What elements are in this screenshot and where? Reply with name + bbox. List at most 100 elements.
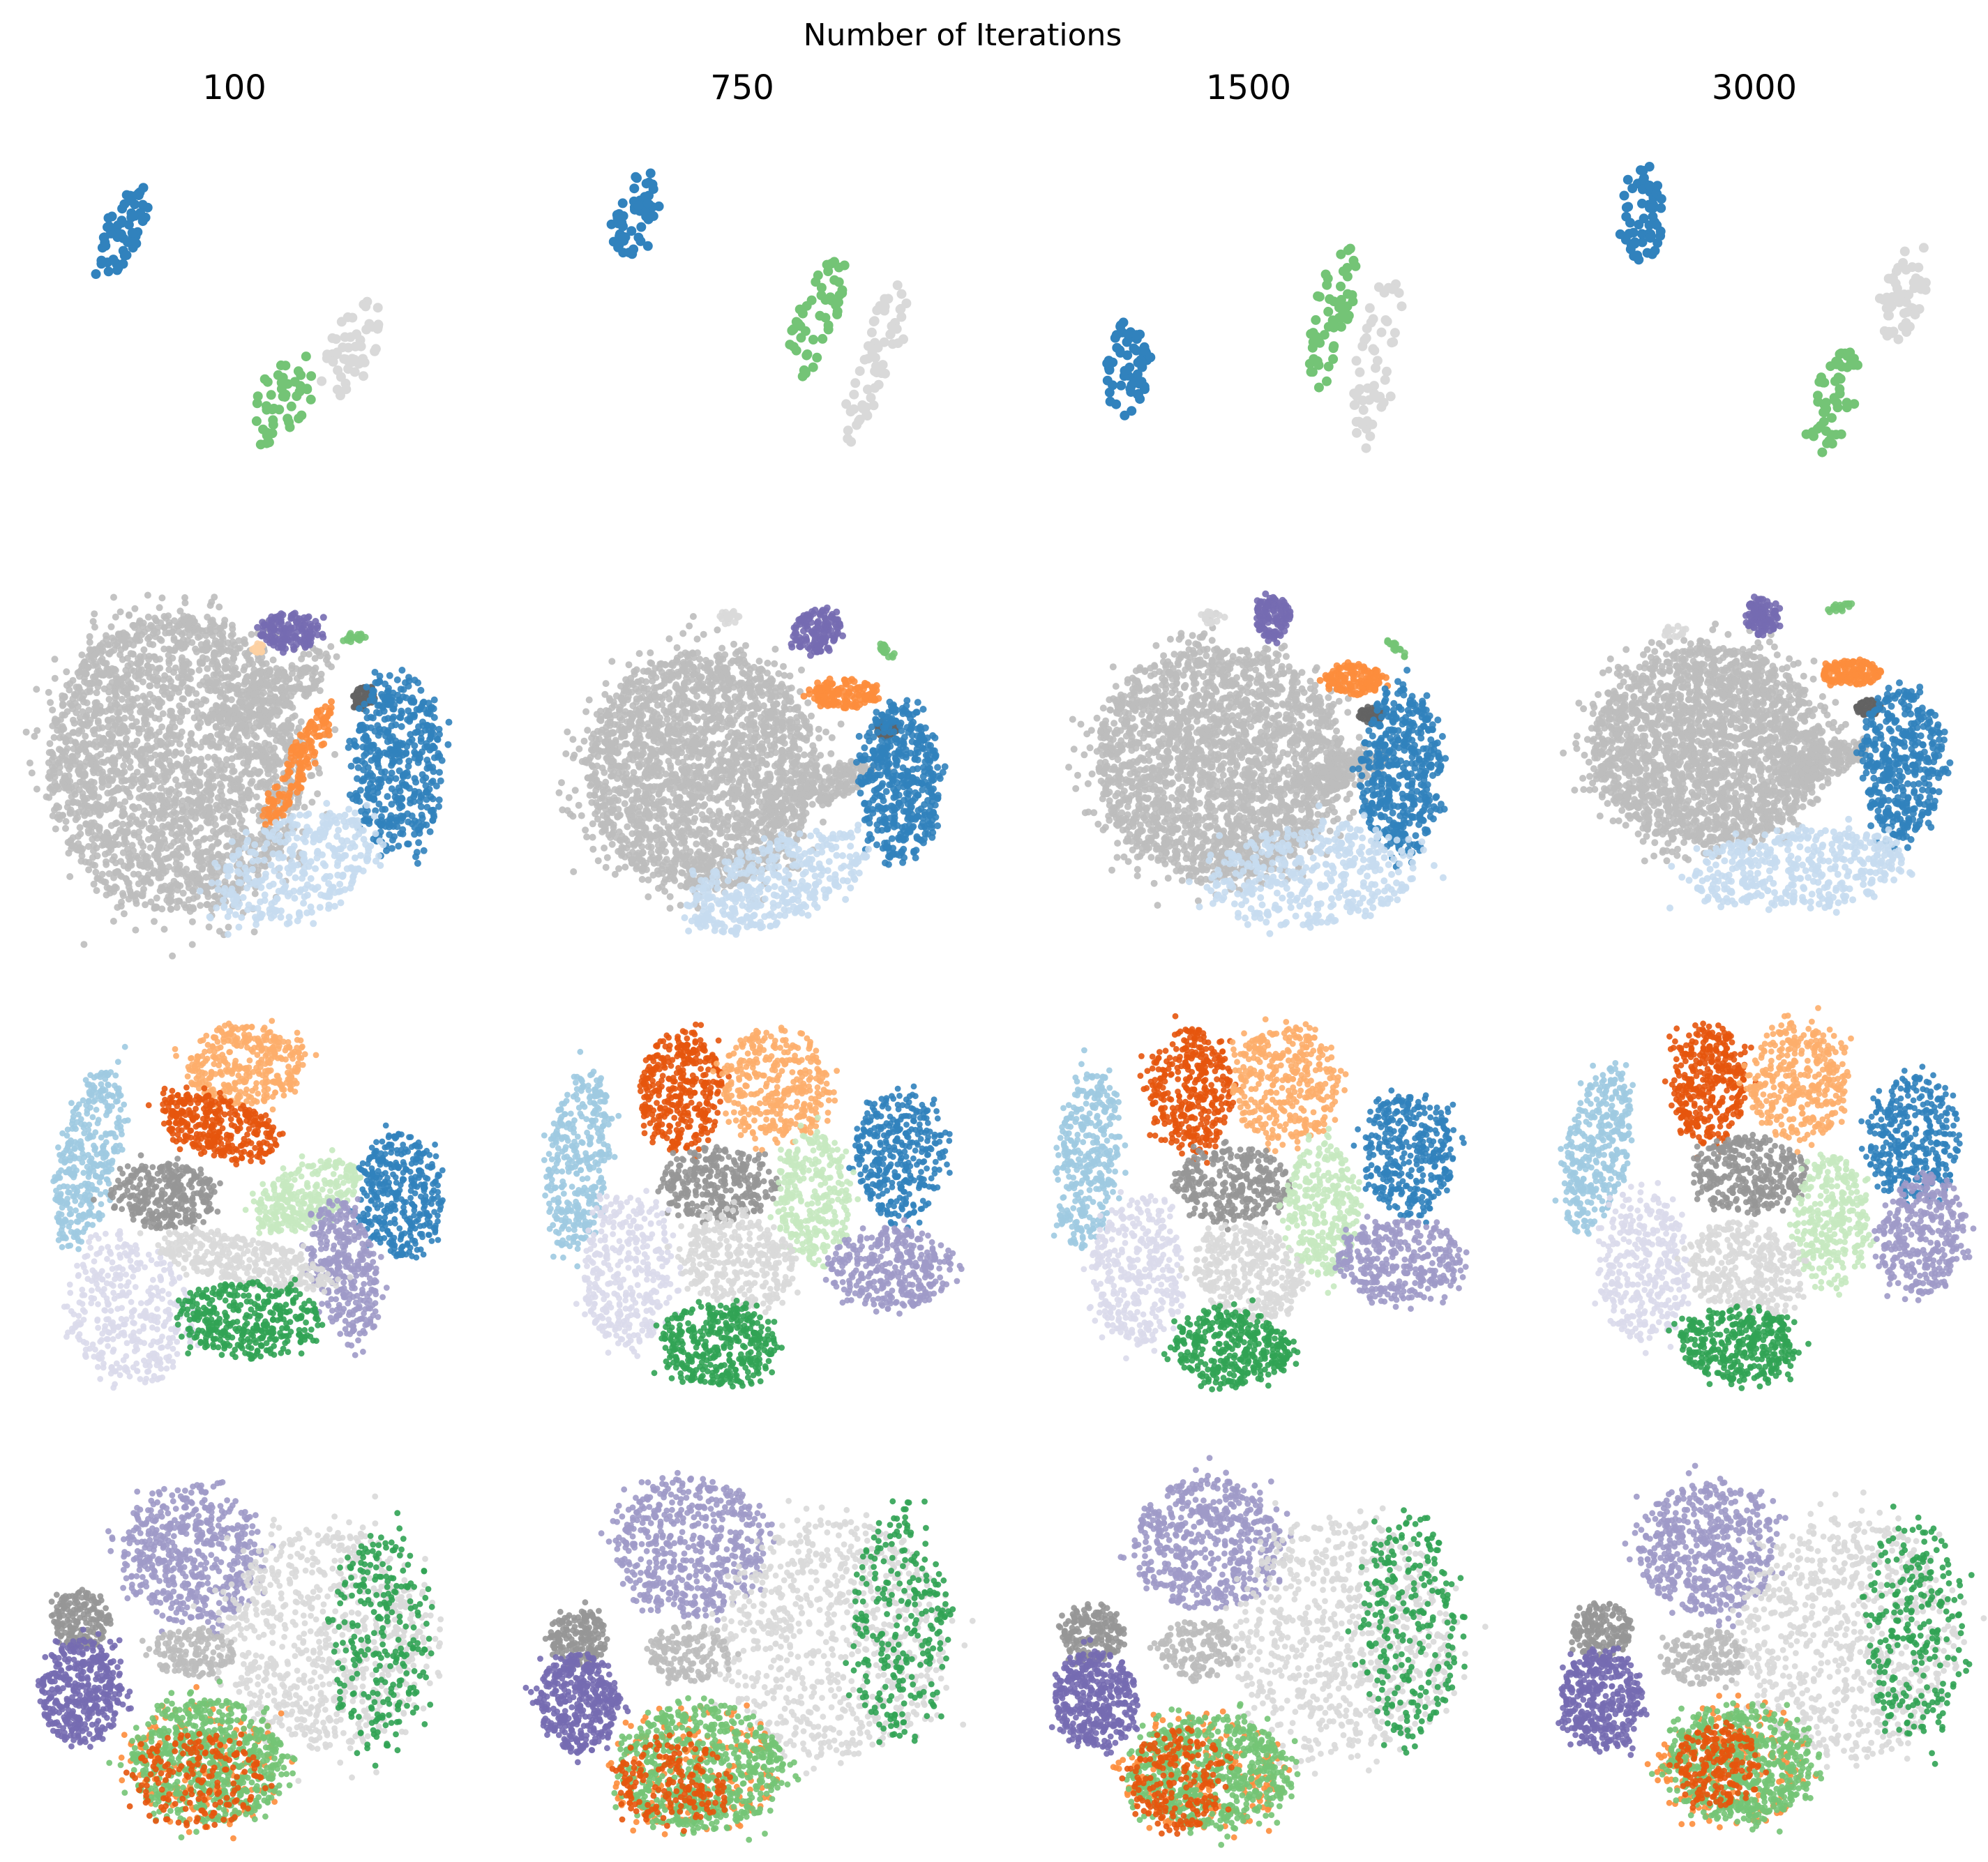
scatter-point	[1892, 283, 1902, 294]
scatter-point	[241, 768, 248, 775]
cluster-light-green	[340, 630, 369, 646]
scatter-point	[363, 857, 371, 865]
scatter-point	[156, 703, 163, 711]
scatter-point	[1644, 181, 1655, 190]
scatter-point	[1627, 183, 1638, 194]
scatter-point	[397, 686, 405, 693]
scatter-point	[218, 792, 225, 799]
scatter-point	[296, 811, 303, 819]
scatter-point	[287, 784, 295, 792]
scatter-point	[226, 775, 233, 782]
scatter-point	[135, 729, 143, 737]
scatter-point	[872, 305, 882, 315]
scatter-point	[241, 663, 248, 671]
scatter-point	[1368, 344, 1378, 354]
scatter-point	[103, 266, 114, 277]
scatter-point	[177, 816, 185, 824]
scatter-point	[271, 707, 278, 715]
scatter-point	[283, 802, 289, 810]
scatter-point	[168, 888, 175, 895]
scatter-point	[1362, 383, 1373, 393]
scatter-point	[202, 697, 210, 704]
scatter-point	[283, 379, 293, 389]
scatter-point	[299, 685, 306, 692]
scatter-point	[262, 707, 269, 715]
scatter-point	[357, 851, 365, 859]
column-title-1500: 1500	[1206, 68, 1291, 107]
scatter-point	[121, 714, 128, 722]
scatter-point	[608, 840, 616, 848]
scatter-point	[393, 796, 400, 804]
scatter-point	[334, 858, 342, 866]
scatter-point	[140, 877, 148, 885]
scatter-point	[137, 199, 148, 210]
scatter-point	[239, 720, 246, 728]
scatter-point	[220, 904, 228, 911]
scatter-point	[1131, 330, 1142, 340]
scatter-point	[111, 757, 119, 764]
scatter-point	[52, 762, 59, 769]
scatter-point	[1910, 310, 1920, 320]
scatter-point	[1373, 282, 1384, 292]
scatter-point	[269, 722, 277, 729]
panel-row2-iter-750	[555, 604, 949, 938]
scatter-point	[1622, 174, 1633, 185]
scatter-point	[235, 812, 243, 820]
scatter-point	[141, 710, 149, 718]
scatter-point	[201, 835, 209, 842]
scatter-point	[255, 439, 266, 450]
scatter-point	[73, 709, 80, 716]
scatter-point	[296, 410, 307, 421]
scatter-point	[119, 827, 126, 835]
scatter-point	[136, 861, 144, 869]
scatter-point	[264, 770, 272, 778]
scatter-point	[165, 757, 173, 765]
scatter-point	[1639, 213, 1649, 224]
scatter-point	[195, 724, 203, 732]
scatter-point	[306, 651, 312, 658]
scatter-point	[184, 871, 192, 879]
scatter-point	[1637, 198, 1647, 209]
scatter-point	[895, 304, 905, 315]
scatter-point	[120, 840, 128, 848]
scatter-point	[347, 762, 355, 770]
scatter-point	[413, 849, 421, 856]
scatter-point	[227, 741, 234, 748]
scatter-point	[319, 860, 327, 868]
scatter-point	[296, 888, 303, 895]
scatter-point	[106, 683, 114, 690]
scatter-point	[1382, 366, 1392, 377]
scatter-point	[271, 867, 278, 875]
scatter-point	[229, 638, 236, 646]
scatter-point	[28, 769, 36, 777]
scatter-point	[244, 906, 252, 914]
scatter-point	[320, 723, 328, 731]
scatter-point	[119, 890, 126, 898]
scatter-point	[808, 362, 818, 372]
scatter-point	[164, 741, 172, 748]
scatter-point	[229, 658, 236, 666]
scatter-point	[307, 875, 315, 882]
scatter-point	[171, 796, 179, 803]
scatter-point	[318, 741, 326, 749]
scatter-point	[232, 911, 239, 918]
scatter-point	[1342, 263, 1353, 273]
scatter-point	[249, 660, 257, 667]
scatter-point	[1328, 354, 1339, 364]
scatter-point	[139, 849, 146, 856]
scatter-point	[873, 379, 884, 390]
scatter-point	[385, 823, 393, 831]
scatter-point	[33, 785, 40, 793]
scatter-point	[300, 856, 308, 864]
scatter-point	[1652, 181, 1663, 191]
scatter-point	[393, 676, 401, 683]
scatter-point	[1350, 400, 1360, 410]
scatter-point	[160, 683, 167, 690]
scatter-point	[199, 654, 206, 661]
scatter-point	[841, 399, 852, 409]
scatter-point	[115, 739, 123, 747]
scatter-point	[331, 334, 341, 345]
scatter-point	[266, 778, 274, 785]
scatter-point	[155, 842, 163, 849]
scatter-point	[277, 792, 284, 800]
